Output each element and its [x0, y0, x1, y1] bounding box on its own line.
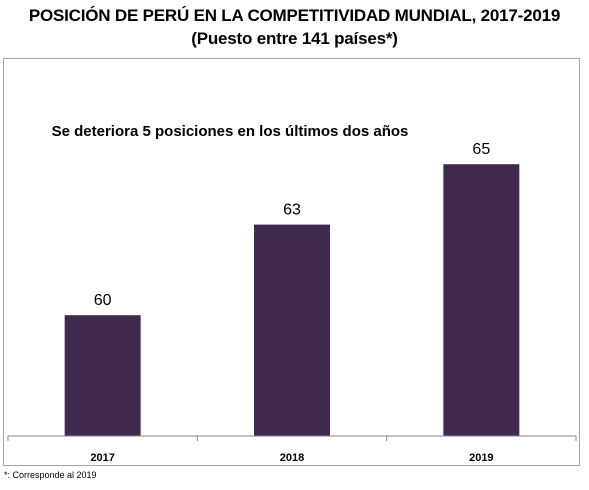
chart-annotation: Se deteriora 5 posiciones en los últimos… — [52, 123, 409, 140]
bar-2017 — [64, 315, 141, 436]
data-label-2019: 65 — [472, 141, 490, 158]
x-tick-label-2019: 2019 — [469, 452, 493, 464]
x-tick-label-2018: 2018 — [280, 452, 304, 464]
data-label-2018: 63 — [283, 202, 301, 219]
chart-subtitle: (Puesto entre 141 países*) — [191, 29, 398, 48]
chart-frame — [3, 58, 580, 466]
chart-title: POSICIÓN DE PERÚ EN LA COMPETITIVIDAD MU… — [28, 6, 561, 25]
data-label-2017: 60 — [94, 292, 112, 309]
bar-2018 — [254, 224, 330, 436]
bar-2019 — [443, 164, 520, 436]
footnote: *: Corresponde al 2019 — [4, 470, 97, 480]
x-tick-label-2017: 2017 — [90, 452, 114, 464]
